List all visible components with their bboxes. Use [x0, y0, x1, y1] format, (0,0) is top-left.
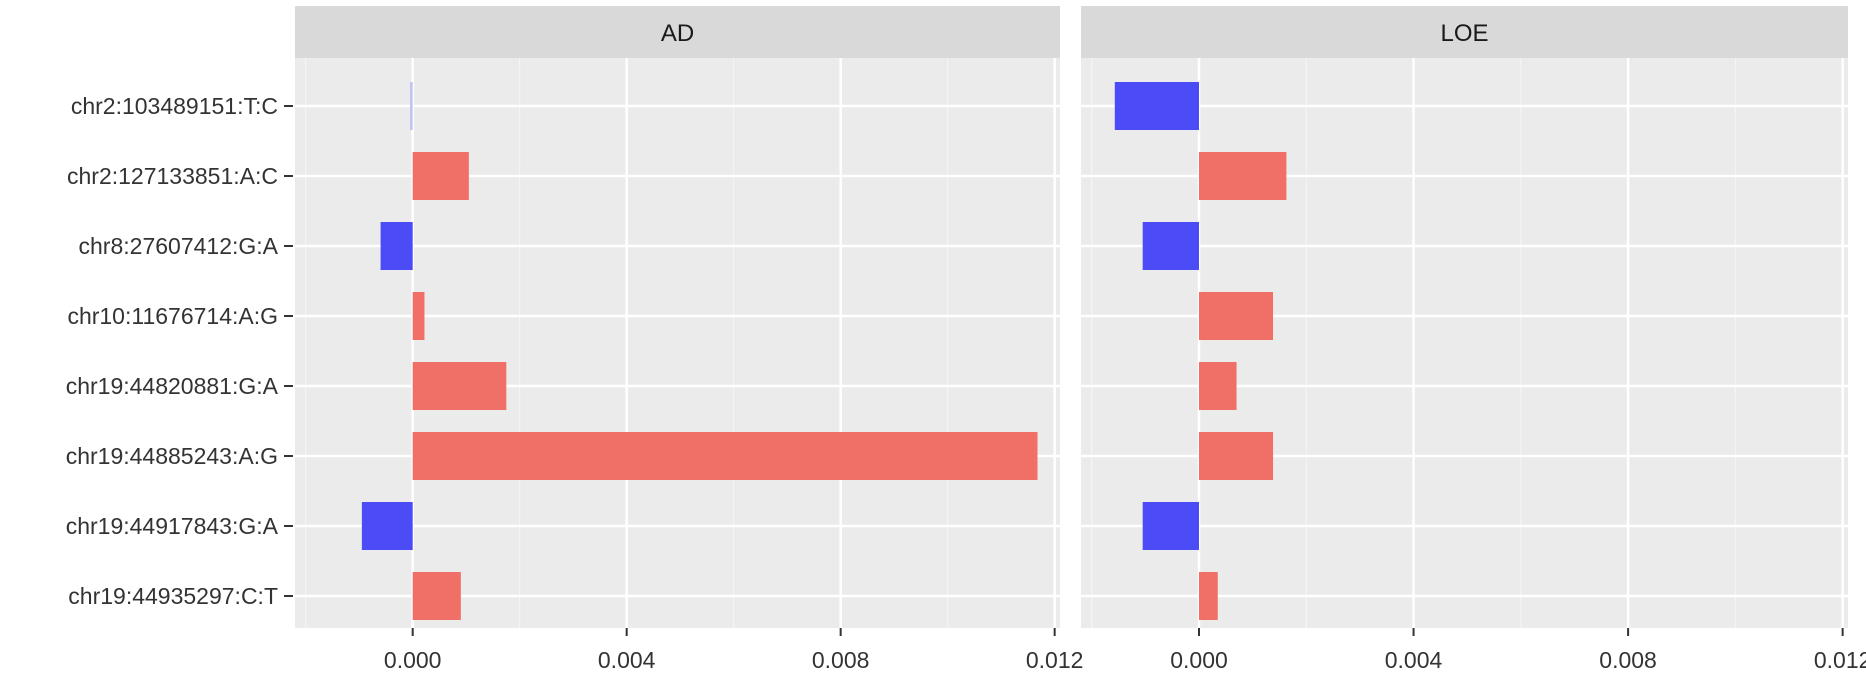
facet-strip-title: AD [661, 20, 694, 47]
x-tick-label: 0.012 [1026, 647, 1084, 673]
y-tick-label: chr8:27607412:G:A [79, 233, 279, 259]
bar-chr19:44917843:G:A [361, 502, 413, 550]
y-tick-label: chr2:103489151:T:C [71, 93, 278, 119]
x-tick-label: 0.012 [1814, 647, 1866, 673]
y-tick-label: chr19:44917843:G:A [66, 513, 279, 539]
x-tick-label: 0.008 [812, 647, 870, 673]
facet-panel-loe: LOE 0.000 0.004 0.008 0.012 [1081, 6, 1866, 673]
facet-panel-ad: AD 0.000 0.004 0.008 0.012 [295, 6, 1083, 673]
bar-chr8:27607412:G:A [380, 222, 413, 270]
bar-chr2:127133851:A:C [1199, 152, 1287, 200]
bar-chr19:44820881:G:A [412, 362, 507, 410]
x-tick-label: 0.008 [1599, 647, 1657, 673]
bar-chr10:11676714:A:G [1199, 292, 1274, 340]
bar-chr2:103489151:T:C [410, 82, 413, 130]
x-tick-label: 0.000 [1170, 647, 1228, 673]
bar-chr10:11676714:A:G [412, 292, 425, 340]
facet-strip [1081, 6, 1848, 58]
bar-chr2:127133851:A:C [412, 152, 469, 200]
bar-chr19:44885243:A:G [1199, 432, 1274, 480]
bar-chr2:103489151:T:C [1114, 82, 1199, 130]
y-tick-label: chr10:11676714:A:G [67, 303, 278, 329]
bar-chr19:44885243:A:G [412, 432, 1038, 480]
y-tick-label: chr19:44885243:A:G [66, 443, 278, 469]
facet-strip-title: LOE [1440, 20, 1488, 47]
y-tick-label: chr19:44820881:G:A [66, 373, 279, 399]
x-tick-label: 0.004 [1385, 647, 1443, 673]
bar-chr19:44935297:C:T [412, 572, 461, 620]
bar-chr19:44917843:G:A [1142, 502, 1199, 550]
bar-chr19:44935297:C:T [1199, 572, 1218, 620]
facet-strip [295, 6, 1060, 58]
x-tick-label: 0.000 [384, 647, 442, 673]
y-tick-label: chr2:127133851:A:C [67, 163, 278, 189]
bar-chr19:44820881:G:A [1199, 362, 1237, 410]
x-tick-label: 0.004 [598, 647, 656, 673]
y-tick-label: chr19:44935297:C:T [68, 583, 278, 609]
bar-chr8:27607412:G:A [1142, 222, 1199, 270]
